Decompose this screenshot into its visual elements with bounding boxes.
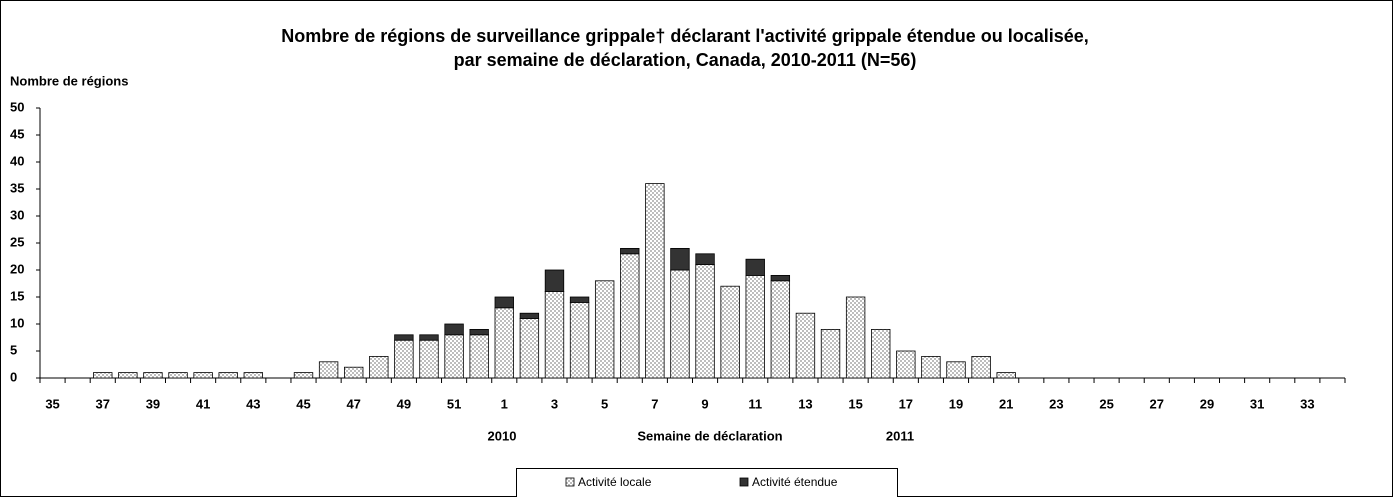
x-tick-label: 1 [501,396,508,411]
x-tick-label: 5 [601,396,608,411]
bar [645,183,665,379]
bar [93,372,113,379]
y-axis-label: Nombre de régions [10,73,128,88]
bar [444,323,464,336]
x-tick-label: 47 [346,396,360,411]
bar [996,372,1016,379]
x-tick-label: 45 [296,396,310,411]
bar [620,253,640,379]
x-tick-label: 3 [551,396,558,411]
y-tick-label: 20 [10,261,24,276]
bar [845,296,866,379]
bar [670,269,690,379]
bar [544,269,565,293]
bar [469,328,489,336]
bar [369,355,389,379]
bar [670,247,690,271]
y-tick-label: 25 [10,234,24,249]
bar [946,361,966,379]
chart-title: par semaine de déclaration, Canada, 2010… [454,50,917,70]
x-tick-label: 35 [45,396,59,411]
legend [516,468,898,497]
bar [896,350,916,379]
x-tick-label: 29 [1200,396,1214,411]
x-tick-label: 7 [651,396,658,411]
bar [218,372,238,379]
year-label: 2010 [488,428,517,443]
bar [695,264,715,379]
bar [971,355,991,379]
bar [544,291,565,379]
bar [871,328,891,379]
bar [695,253,715,266]
bar [720,285,740,379]
x-tick-label: 11 [748,396,762,411]
x-tick-label: 27 [1150,396,1164,411]
bar [143,372,163,379]
bar [444,334,464,379]
bar [795,312,816,379]
y-tick-label: 35 [10,180,24,195]
y-tick-label: 50 [10,99,24,114]
bar [921,355,941,379]
y-tick-label: 5 [10,342,17,357]
legend-swatch [739,477,749,487]
x-tick-label: 39 [146,396,160,411]
bar [494,307,514,379]
bar [419,339,439,379]
bar [519,318,540,379]
x-tick-label: 9 [701,396,708,411]
bar [243,372,264,379]
y-tick-label: 10 [10,315,24,330]
bar [168,372,188,379]
bar [318,361,339,379]
legend-text: Activité étendue [752,475,838,489]
bar [469,334,489,379]
bar [394,334,414,341]
y-tick-label: 0 [10,369,17,384]
chart-title: Nombre de régions de surveillance grippa… [281,26,1089,46]
bar [519,312,540,320]
bar [118,372,138,379]
bar [569,301,590,379]
x-tick-label: 31 [1250,396,1264,411]
x-tick-label: 37 [96,396,110,411]
bar [344,366,364,379]
bar [770,280,791,379]
x-tick-label: 41 [196,396,210,411]
y-tick-label: 15 [10,288,24,303]
x-tick-label: 13 [798,396,812,411]
bar [745,274,765,379]
bar [770,274,791,282]
y-tick-label: 30 [10,207,24,222]
x-tick-label: 49 [397,396,411,411]
x-tick-label: 51 [447,396,461,411]
legend-text: Activité locale [578,475,652,489]
x-tick-label: 19 [949,396,963,411]
x-tick-label: 43 [246,396,260,411]
x-tick-label: 21 [999,396,1013,411]
bar [745,258,765,276]
x-tick-label: 33 [1300,396,1314,411]
y-tick-label: 40 [10,153,24,168]
bar [620,247,640,255]
bar [820,328,841,379]
bar [594,280,615,379]
x-tick-label: 23 [1049,396,1063,411]
x-tick-label: 25 [1099,396,1113,411]
bar [394,339,414,379]
x-tick-label: 17 [899,396,913,411]
bar [569,296,590,303]
bar [494,296,514,309]
bar [293,372,314,379]
x-axis-label: Semaine de déclaration [637,428,782,443]
legend-swatch [565,477,575,487]
y-tick-label: 45 [10,126,24,141]
bar [193,372,213,379]
year-label: 2011 [886,428,914,443]
x-tick-label: 15 [848,396,862,411]
bar [419,334,439,341]
